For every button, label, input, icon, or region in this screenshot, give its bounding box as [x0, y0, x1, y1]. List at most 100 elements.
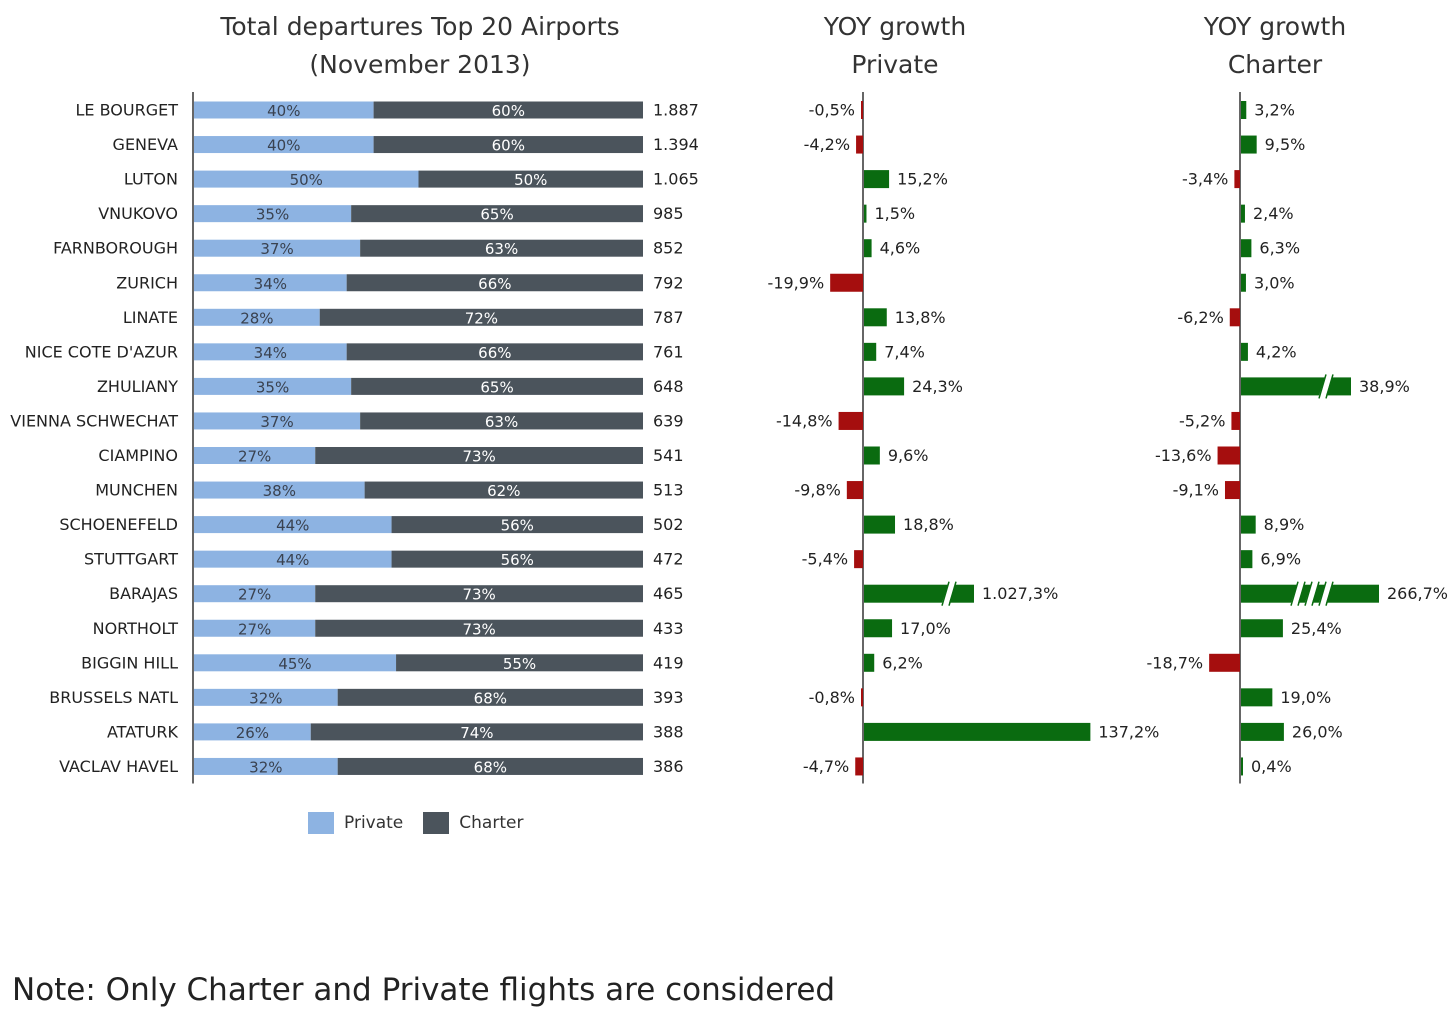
departures-title-line2: (November 2013) [309, 50, 531, 79]
charter-axis-break-mark [1318, 374, 1327, 399]
total-departures-label: 1.394 [653, 135, 699, 154]
airport-label: NICE COTE D'AZUR [25, 342, 178, 361]
charter-growth-label: 9,5% [1265, 135, 1306, 154]
charter-growth-label: 3,0% [1254, 273, 1295, 292]
charter-axis-break-mark [1325, 374, 1334, 399]
private-growth-title: YOY growth Private [775, 8, 1015, 84]
private-share-bar [194, 274, 347, 292]
charter-axis-break-mark [1304, 581, 1313, 606]
charter-share-bar [364, 481, 643, 499]
charter-growth-label: 0,4% [1251, 757, 1292, 776]
charter-share-bar [373, 136, 643, 154]
charter-growth-bar [1231, 411, 1240, 430]
charter-growth-label: -13,6% [1155, 446, 1212, 465]
charter-share-label: 63% [485, 240, 518, 258]
private-share-bar [194, 308, 320, 326]
private-growth-label: 13,8% [895, 308, 946, 327]
private-share-bar [194, 585, 316, 603]
private-growth-bar [864, 653, 875, 672]
private-growth-bar [854, 550, 863, 569]
charter-growth-bar [1241, 688, 1273, 707]
charter-share-label: 50% [514, 171, 547, 189]
charter-share-bar [337, 757, 643, 775]
private-share-bar [194, 170, 419, 188]
charter-growth-bar [1241, 722, 1284, 741]
legend-item-charter: Charter [423, 812, 523, 834]
private-growth-label: 6,2% [882, 653, 923, 672]
charter-share-label: 72% [465, 309, 498, 327]
charter-axis-break-mark [1325, 581, 1334, 606]
charter-share-bar [360, 412, 643, 430]
airport-label: LINATE [123, 308, 178, 327]
private-share-bar [194, 619, 316, 637]
charter-share-bar [396, 654, 643, 672]
charter-share-label: 63% [485, 413, 518, 431]
charter-growth-label: 266,7% [1387, 584, 1448, 603]
airport-label: NORTHOLT [93, 619, 179, 638]
charter-share-bar [360, 239, 643, 257]
private-share-bar [194, 101, 374, 119]
private-share-bar [194, 377, 352, 395]
private-share-bar [194, 516, 392, 534]
charter-growth-bar [1241, 515, 1256, 534]
charter-share-label: 65% [480, 206, 513, 224]
private-growth-label: -4,7% [803, 757, 849, 776]
charter-growth-bar [1217, 446, 1240, 465]
charter-growth-label: 6,9% [1260, 550, 1301, 569]
private-growth-label: 4,6% [880, 239, 921, 258]
legend-label-private: Private [344, 813, 404, 833]
charter-growth-bar [1241, 342, 1248, 361]
charter-share-bar [373, 101, 643, 119]
private-growth-bar [861, 101, 863, 119]
charter-share-label: 60% [492, 102, 525, 120]
private-growth-bar [830, 273, 863, 292]
private-growth-bar [838, 411, 863, 430]
private-growth-bar [864, 515, 896, 534]
private-growth-bar [864, 377, 905, 396]
charter-growth-bar [1241, 377, 1351, 396]
charter-share-label: 62% [487, 482, 520, 500]
private-growth-bar [864, 308, 887, 327]
private-growth-label: 24,3% [912, 377, 963, 396]
private-share-bar [194, 205, 352, 223]
charter-growth-label: -6,2% [1177, 308, 1223, 327]
private-share-label: 35% [256, 378, 289, 396]
charter-share-label: 73% [462, 448, 495, 466]
private-growth-label: 15,2% [897, 170, 948, 189]
charter-share-label: 60% [492, 137, 525, 155]
charter-growth-bar [1241, 550, 1253, 569]
charter-growth-bar [1241, 239, 1252, 258]
charter-growth-label: 19,0% [1280, 688, 1331, 707]
charter-share-bar [315, 585, 643, 603]
charter-growth-label: -18,7% [1147, 653, 1204, 672]
charter-share-label: 55% [503, 655, 536, 673]
charter-share-bar [391, 516, 643, 534]
charter-growth-bar [1241, 101, 1247, 119]
private-share-bar [194, 136, 374, 154]
charter-axis-break-mark [1311, 581, 1320, 606]
private-growth-label: -0,8% [809, 688, 855, 707]
charter-growth-label: 6,3% [1259, 239, 1300, 258]
private-share-bar [194, 688, 338, 706]
charter-share-label: 56% [501, 517, 534, 535]
airport-label: ATATURK [107, 722, 179, 741]
charter-axis-break-mark [1318, 581, 1327, 606]
airport-label: VNUKOVO [98, 204, 178, 223]
private-growth-label: 17,0% [900, 619, 951, 638]
private-growth-bar [864, 239, 872, 258]
charter-growth-bar [1229, 308, 1240, 327]
airport-label: FARNBOROUGH [53, 239, 178, 258]
total-departures-label: 1.887 [653, 101, 699, 120]
private-share-label: 44% [276, 517, 309, 535]
airport-label: VACLAV HAVEL [59, 757, 178, 776]
charter-share-label: 66% [478, 344, 511, 362]
charter-growth-title: YOY growth Charter [1155, 8, 1395, 84]
total-departures-label: 1.065 [653, 170, 699, 189]
total-departures-label: 648 [653, 377, 684, 396]
private-growth-label: 137,2% [1098, 722, 1159, 741]
charter-share-bar [315, 619, 643, 637]
charter-share-bar [310, 723, 643, 741]
charter-growth-label: 8,9% [1264, 515, 1305, 534]
charter-growth-bar [1241, 135, 1257, 154]
